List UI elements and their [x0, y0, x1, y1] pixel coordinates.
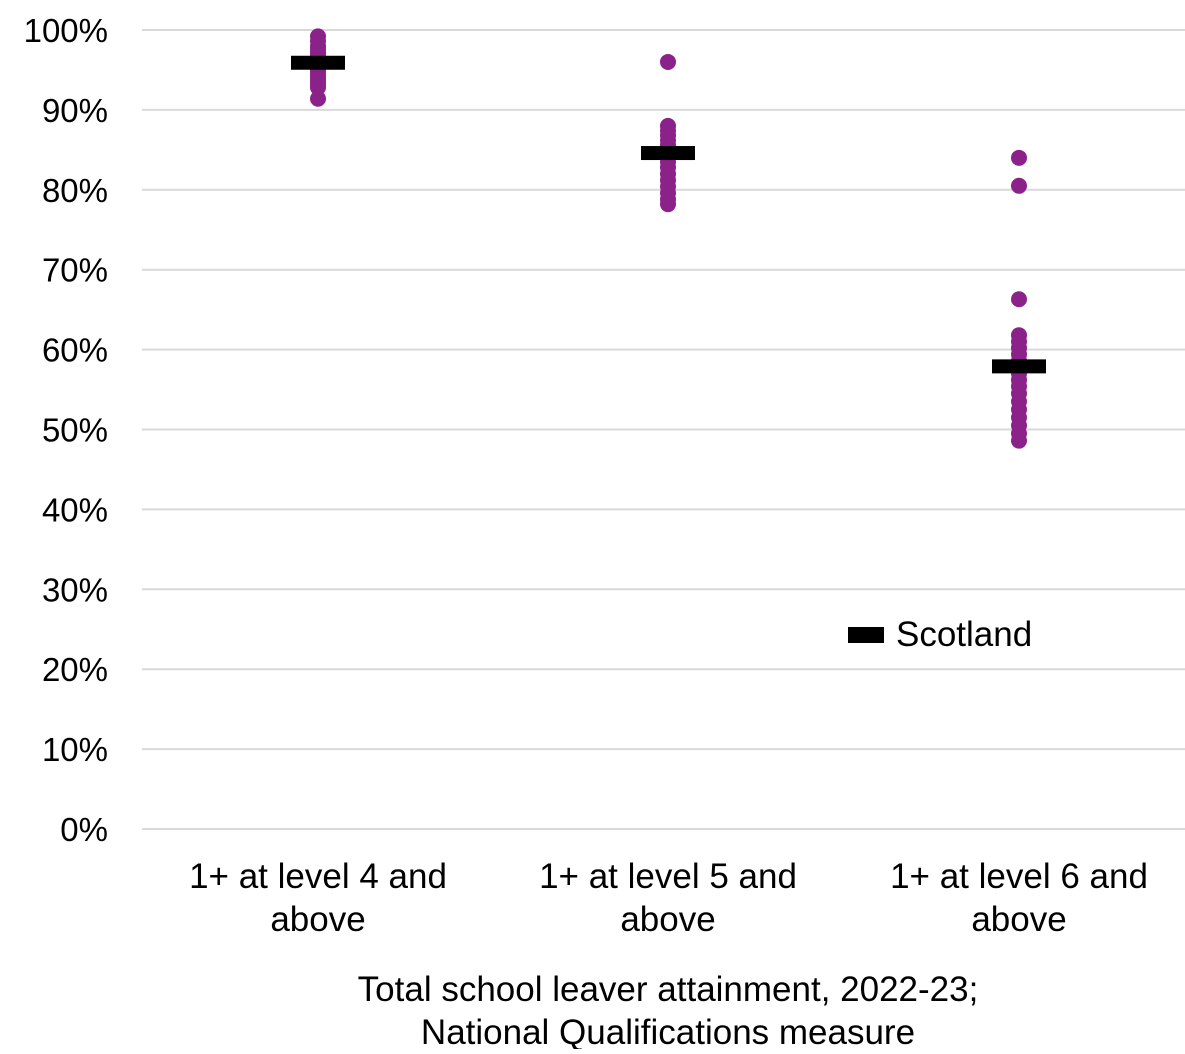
x-category-label-line: above: [270, 900, 365, 939]
x-category-label: 1+ at level 6 and above: [890, 857, 1148, 939]
y-tick-label: 70%: [42, 252, 108, 289]
x-category-label-line: above: [971, 900, 1066, 939]
y-tick-label: 90%: [42, 92, 108, 129]
x-category-label: 1+ at level 5 and above: [539, 857, 797, 939]
x-category-label-line: above: [620, 900, 715, 939]
scotland-markers: [291, 55, 1046, 374]
x-axis-title: Total school leaver attainment, 2022-23;…: [358, 970, 979, 1052]
legend: Scotland: [848, 615, 1032, 654]
y-tick-label: 40%: [42, 491, 108, 528]
data-point: [660, 53, 676, 70]
x-axis-category-labels: 1+ at level 4 and above 1+ at level 5 and a…: [189, 857, 1148, 939]
x-axis-title-text: Total school leaver attainment, 2022-23;…: [358, 970, 979, 1049]
y-tick-label: 100%: [24, 12, 108, 49]
y-tick-label: 50%: [42, 412, 108, 449]
legend-label-scotland: Scotland: [896, 615, 1032, 654]
y-tick-label: 10%: [42, 731, 108, 768]
data-point: [1011, 177, 1027, 194]
data-point: [310, 79, 326, 96]
scotland-marker: [992, 359, 1046, 374]
x-axis-title-line: National Qualifications measure: [421, 1013, 915, 1049]
data-point: [310, 90, 326, 107]
legend-swatch-scotland: [848, 627, 884, 643]
x-axis-title-line: Total school leaver attainment, 2022-23;: [358, 970, 979, 1009]
data-point: [1011, 291, 1027, 308]
y-tick-label: 60%: [42, 332, 108, 369]
data-point: [1011, 149, 1027, 166]
x-category-label-line: 1+ at level 6 and: [890, 857, 1148, 896]
y-axis-tick-labels: 0% 10% 20% 30% 40% 50% 60% 70% 80% 90% 100%: [24, 12, 108, 848]
data-points: [310, 28, 1027, 449]
scotland-marker: [291, 55, 345, 70]
x-category-label-line: 1+ at level 5 and: [539, 857, 797, 896]
x-category-label: 1+ at level 4 and above: [189, 857, 447, 939]
x-category-label-line: 1+ at level 4 and: [189, 857, 447, 896]
y-tick-label: 30%: [42, 571, 108, 608]
y-tick-label: 80%: [42, 172, 108, 209]
data-point: [1011, 432, 1027, 449]
scotland-marker: [641, 146, 695, 161]
y-tick-label: 0%: [60, 811, 108, 848]
y-tick-label: 20%: [42, 651, 108, 688]
data-point: [660, 196, 676, 213]
